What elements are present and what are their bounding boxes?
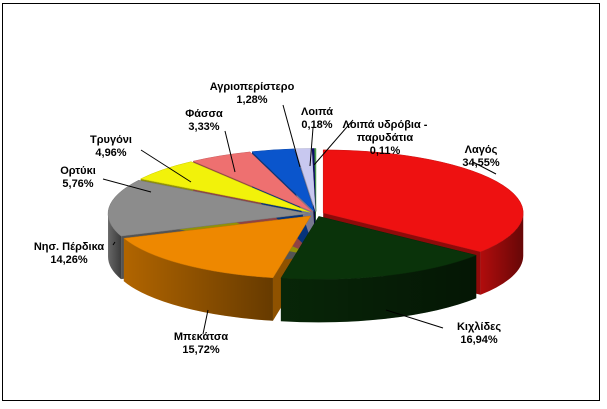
slice-value: 0,11% bbox=[370, 145, 401, 157]
slice-value: 5,76% bbox=[62, 178, 93, 190]
slice-label: Φάσσα 3,33% bbox=[185, 108, 223, 133]
slice-labels: Λαγός 34,55% Κιχλίδες 16,94% Μπεκάτσα 15,72% Ν… bbox=[34, 81, 501, 356]
leader-lines bbox=[102, 104, 497, 335]
slice-value: 34,55% bbox=[462, 157, 500, 169]
slice-side-shade bbox=[123, 238, 273, 321]
slice-value: 0,18% bbox=[301, 119, 332, 131]
leader-line bbox=[102, 178, 152, 193]
slice-value: 1,28% bbox=[236, 94, 267, 106]
pie-slice-3 bbox=[123, 215, 312, 279]
pie-slice-4 bbox=[107, 180, 309, 237]
slice-name: παρυδάτια bbox=[357, 132, 413, 144]
slice-name: Αγριοπερίστερο bbox=[210, 81, 295, 93]
pie-slice-1 bbox=[322, 149, 524, 253]
slice-label: Μπεκάτσα 15,72% bbox=[174, 331, 228, 356]
leader-line bbox=[140, 149, 192, 183]
slice-name: Λοιπά υδρόβια - bbox=[343, 119, 428, 131]
slice-name: Λοιπά bbox=[301, 106, 333, 118]
slice-tops bbox=[107, 148, 524, 280]
pie-slice-6 bbox=[192, 151, 313, 212]
slice-label: Λοιπά 0,18% bbox=[301, 106, 333, 131]
leader-line bbox=[472, 161, 497, 175]
slice-value: 3,33% bbox=[188, 121, 219, 133]
slice-label: Λαγός 34,55% bbox=[462, 144, 500, 169]
chart-frame: Λαγός 34,55% Κιχλίδες 16,94% Μπεκάτσα 15,72% Ν… bbox=[2, 3, 600, 401]
leader-line bbox=[313, 119, 354, 166]
slice-label: Κιχλίδες 16,94% bbox=[457, 321, 501, 346]
leader-line bbox=[112, 241, 116, 246]
slice-value: 4,96% bbox=[95, 147, 126, 159]
slice-name: Τρυγόνι bbox=[90, 134, 132, 146]
slice-name: Ορτύκι bbox=[60, 165, 96, 177]
pie-slice-2 bbox=[280, 216, 477, 280]
slice-name: Κιχλίδες bbox=[457, 321, 501, 333]
slice-label: Τρυγόνι 4,96% bbox=[90, 134, 132, 159]
slice-label: Λοιπά υδρόβια -παρυδάτια 0,11% bbox=[343, 119, 428, 157]
leader-line bbox=[224, 130, 236, 173]
pie-chart: Λαγός 34,55% Κιχλίδες 16,94% Μπεκάτσα 15,72% Ν… bbox=[34, 81, 524, 356]
slice-name: Μπεκάτσα bbox=[174, 331, 228, 343]
slice-value: 16,94% bbox=[460, 334, 498, 346]
slice-label: Νησ. Πέρδικα 14,26% bbox=[34, 241, 105, 266]
slice-side-shade bbox=[108, 213, 122, 280]
slice-label: Αγριοπερίστερο 1,28% bbox=[210, 81, 295, 106]
leader-line bbox=[202, 309, 209, 335]
leader-line bbox=[282, 104, 301, 168]
pie-slice-7 bbox=[251, 148, 315, 212]
leader-line bbox=[385, 309, 444, 329]
slice-name: Λαγός bbox=[465, 144, 498, 156]
slice-value: 15,72% bbox=[182, 344, 220, 356]
slice-name: Φάσσα bbox=[185, 108, 223, 120]
slice-name: Νησ. Πέρδικα bbox=[34, 241, 105, 253]
slice-side-shade bbox=[280, 255, 477, 323]
leader-line bbox=[309, 127, 314, 167]
slice-label: Ορτύκι 5,76% bbox=[60, 165, 96, 190]
slice-value: 14,26% bbox=[50, 254, 88, 266]
pie-slice-5 bbox=[139, 161, 311, 213]
